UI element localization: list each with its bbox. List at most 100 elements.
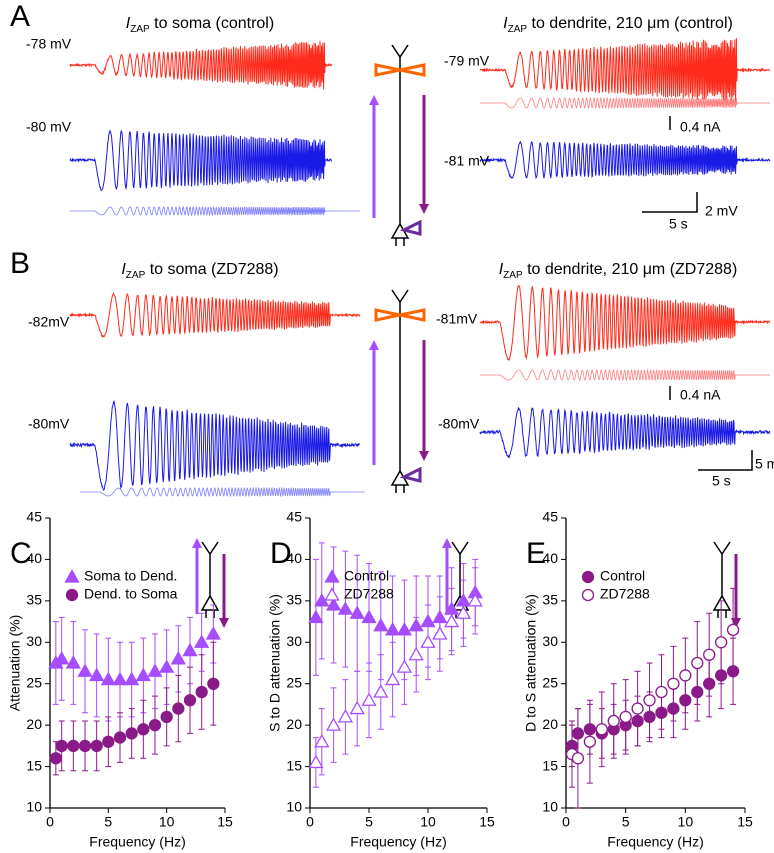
y-tick-label: 45	[542, 509, 558, 525]
legend-marker	[64, 569, 80, 583]
label: 5 mV	[755, 456, 774, 472]
marker	[125, 727, 138, 740]
marker	[160, 710, 173, 724]
neuron-line	[451, 541, 461, 555]
neuron-line	[399, 44, 409, 58]
electrode-top	[374, 63, 426, 77]
x-tick-label: 10	[678, 814, 694, 830]
neuron-line	[459, 541, 469, 555]
y-tick-label: 35	[286, 592, 302, 608]
marker	[595, 723, 608, 736]
trace	[69, 292, 361, 339]
marker	[337, 709, 354, 723]
soma	[200, 594, 220, 611]
trace	[479, 140, 771, 180]
y-tick-label: 20	[26, 716, 42, 732]
marker	[607, 714, 620, 728]
marker	[691, 656, 704, 670]
neuron-line	[713, 541, 723, 555]
marker	[325, 597, 342, 611]
label: -80 mV	[26, 119, 72, 135]
trace	[70, 205, 360, 217]
marker	[308, 754, 324, 769]
title-italic: I	[121, 261, 126, 278]
y-tick-label: 40	[26, 550, 42, 566]
label: -81 mV	[444, 153, 490, 169]
trace	[480, 96, 770, 110]
x-tick-label: 5	[104, 814, 112, 830]
title-rest: to dendrite, 210 μm (ZD7288)	[523, 261, 738, 278]
marker	[195, 685, 208, 699]
label: -81mV	[436, 311, 478, 327]
axis	[565, 518, 745, 809]
marker	[148, 718, 162, 732]
trace-title: IZAP to dendrite, 210 μm (ZD7288)	[499, 261, 738, 280]
marker	[420, 634, 436, 648]
marker	[679, 669, 692, 682]
marker	[124, 671, 140, 686]
legend-label: Dend. to Soma	[84, 586, 178, 602]
marker	[135, 667, 151, 682]
marker	[655, 685, 668, 699]
title-sub: ZAP	[503, 270, 523, 281]
arrow-head	[419, 204, 429, 214]
marker	[455, 605, 472, 619]
label: -78 mV	[26, 36, 72, 52]
neuron-diagram	[369, 289, 429, 493]
trace	[69, 40, 333, 90]
y-axis-label: S to D attenuation (%)	[267, 594, 283, 732]
marker	[207, 677, 220, 690]
title-sub: ZAP	[126, 270, 146, 281]
neuron-diagram	[192, 538, 229, 628]
legend-label: Soma to Dend.	[84, 568, 177, 584]
arrow-head	[419, 451, 429, 461]
label: -80mV	[28, 416, 70, 432]
neuron-line	[721, 541, 731, 555]
y-tick-label: 40	[286, 550, 302, 566]
x-tick-label: 0	[562, 814, 570, 830]
label: 5 s	[669, 216, 688, 232]
y-tick-label: 25	[286, 674, 302, 690]
marker	[361, 692, 377, 706]
marker	[54, 651, 70, 665]
marker	[703, 648, 716, 661]
legend-marker	[581, 588, 595, 602]
x-tick-label: 15	[479, 814, 495, 830]
y-tick-label: 20	[286, 716, 302, 732]
marker	[90, 739, 103, 753]
marker	[361, 609, 377, 624]
marker	[159, 659, 175, 673]
marker	[337, 601, 354, 615]
marker	[432, 626, 448, 640]
label: -82mV	[28, 314, 70, 330]
marker	[443, 613, 460, 628]
marker	[205, 626, 221, 640]
y-tick-label: 45	[286, 509, 302, 525]
y-tick-label: 15	[286, 757, 302, 773]
marker	[147, 663, 163, 677]
marker	[726, 623, 740, 637]
marker	[55, 739, 68, 753]
x-tick-label: 15	[737, 814, 753, 830]
neuron-line	[391, 289, 401, 303]
marker	[667, 677, 680, 690]
marker	[183, 694, 197, 707]
marker	[349, 605, 365, 619]
marker	[102, 735, 115, 748]
marker	[714, 636, 728, 649]
marker	[349, 700, 365, 715]
electrode-top	[374, 308, 426, 322]
marker	[100, 671, 116, 686]
x-tick-label: 15	[217, 814, 233, 830]
title-rest: to soma (ZD7288)	[145, 261, 278, 278]
title-rest: to soma (control)	[150, 15, 274, 32]
x-tick-label: 5	[365, 814, 373, 830]
trace	[479, 37, 771, 103]
marker	[78, 739, 92, 753]
title-italic: I	[499, 261, 504, 278]
x-tick-label: 0	[46, 814, 54, 830]
marker	[384, 622, 401, 636]
title-sub: ZAP	[130, 24, 150, 35]
trace	[479, 407, 771, 459]
